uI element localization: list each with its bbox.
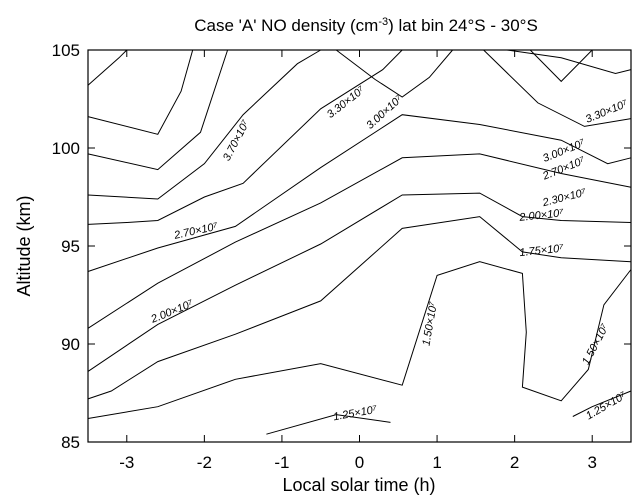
- contour-label-4: 3.30×10⁷: [584, 98, 630, 126]
- y-tick-label: 95: [61, 237, 80, 256]
- contour-line-1: [87, 261, 632, 419]
- y-axis: 85 90 95 100 105: [52, 41, 631, 452]
- x-tick-label: 1: [432, 453, 441, 472]
- contour-label-13: 1.50×10⁷: [580, 321, 612, 366]
- contour-line-13: [506, 49, 632, 75]
- x-axis: -3 -2 -1 0 1 2 3: [119, 50, 597, 472]
- contour-label-9: 2.70×10⁷: [172, 221, 220, 242]
- y-tick-label: 85: [61, 433, 80, 452]
- y-tick-label: 100: [52, 139, 80, 158]
- contour-line-12: [483, 49, 632, 127]
- contour-line-8: [87, 49, 229, 171]
- contour-line-10: [87, 49, 128, 86]
- contour-line-6: [87, 49, 403, 225]
- contour-label-7: 2.30×10⁷: [540, 187, 588, 210]
- contour-line-7: [87, 49, 321, 200]
- contour-label-10: 1.75×10⁷: [519, 242, 565, 259]
- y-tick-label: 105: [52, 41, 80, 60]
- contour-label-8: 2.00×10⁷: [518, 207, 565, 224]
- x-tick-label: 2: [510, 453, 519, 472]
- y-tick-label: 90: [61, 335, 80, 354]
- contour-line-2: [87, 216, 632, 400]
- x-tick-label: -2: [197, 453, 212, 472]
- contour-label-11: 2.00×10⁷: [149, 298, 196, 326]
- chart-title: Case 'A' NO density (cm-3) lat bin 24°S …: [194, 16, 538, 35]
- x-axis-label: Local solar time (h): [282, 475, 435, 495]
- contour-line-9: [87, 49, 194, 135]
- contour-line-15: [266, 414, 391, 435]
- contour-label-15: 1.25×10⁷: [584, 389, 629, 422]
- contour-line-4: [87, 153, 632, 329]
- contour-line-3: [87, 192, 632, 372]
- x-tick-label: -3: [119, 453, 134, 472]
- contour-line-5: [87, 114, 632, 272]
- contour-label-1: 3.70×10⁷: [221, 118, 253, 163]
- y-axis-label: Altitude (km): [14, 195, 34, 296]
- contour-line-14: [529, 49, 593, 83]
- x-tick-label: 3: [587, 453, 596, 472]
- x-tick-label: 0: [355, 453, 364, 472]
- contour-line-16: [572, 390, 632, 417]
- contour-label-12: 1.50×10⁷: [420, 300, 440, 346]
- contour-label-14: 1.25×10⁷: [332, 404, 378, 424]
- contour-line-11: [335, 49, 453, 98]
- x-tick-label: -1: [274, 453, 289, 472]
